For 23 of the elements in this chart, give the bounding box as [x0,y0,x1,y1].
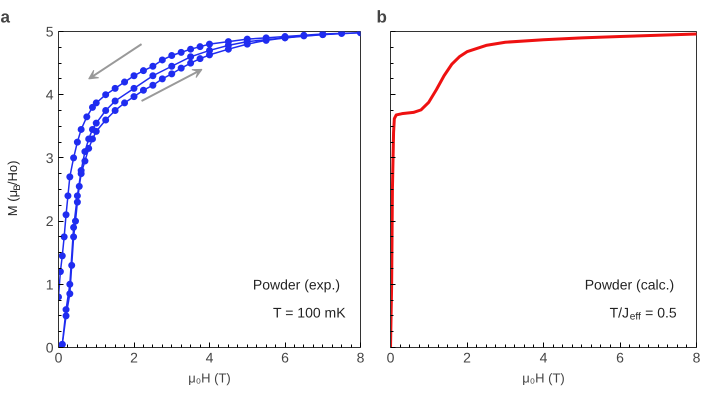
x-tick-label: 6 [281,350,290,366]
chart-title: a [0,8,10,26]
x-tick-label: 0 [386,350,395,366]
chart-title: b [376,8,387,26]
annotation: T = 100 mK [273,304,346,321]
y-tick-label: 4 [46,86,54,103]
annotation: Powder (exp.) [252,276,340,292]
x-tick-label: 4 [540,350,548,366]
y-tick-label: 2 [46,213,54,230]
y-tick-label: 3 [46,150,54,166]
x-tick-label: 8 [692,350,701,366]
x-tick-label: 8 [356,350,365,366]
x-tick-label: 2 [463,350,472,366]
annotation: Powder (calc.) [584,276,674,292]
x-tick-label: 4 [206,350,214,366]
x-axis-title: μ₀H (T) [522,370,565,386]
x-tick-label: 6 [616,350,624,366]
y-axis-title: M (μB/Ho) [5,160,22,216]
y-tick-label: 0 [46,340,54,356]
y-tick-label: 5 [46,24,54,40]
x-axis-title: μ₀H (T) [188,370,231,386]
x-tick-label: 2 [130,350,138,366]
y-tick-label: 1 [46,276,54,292]
